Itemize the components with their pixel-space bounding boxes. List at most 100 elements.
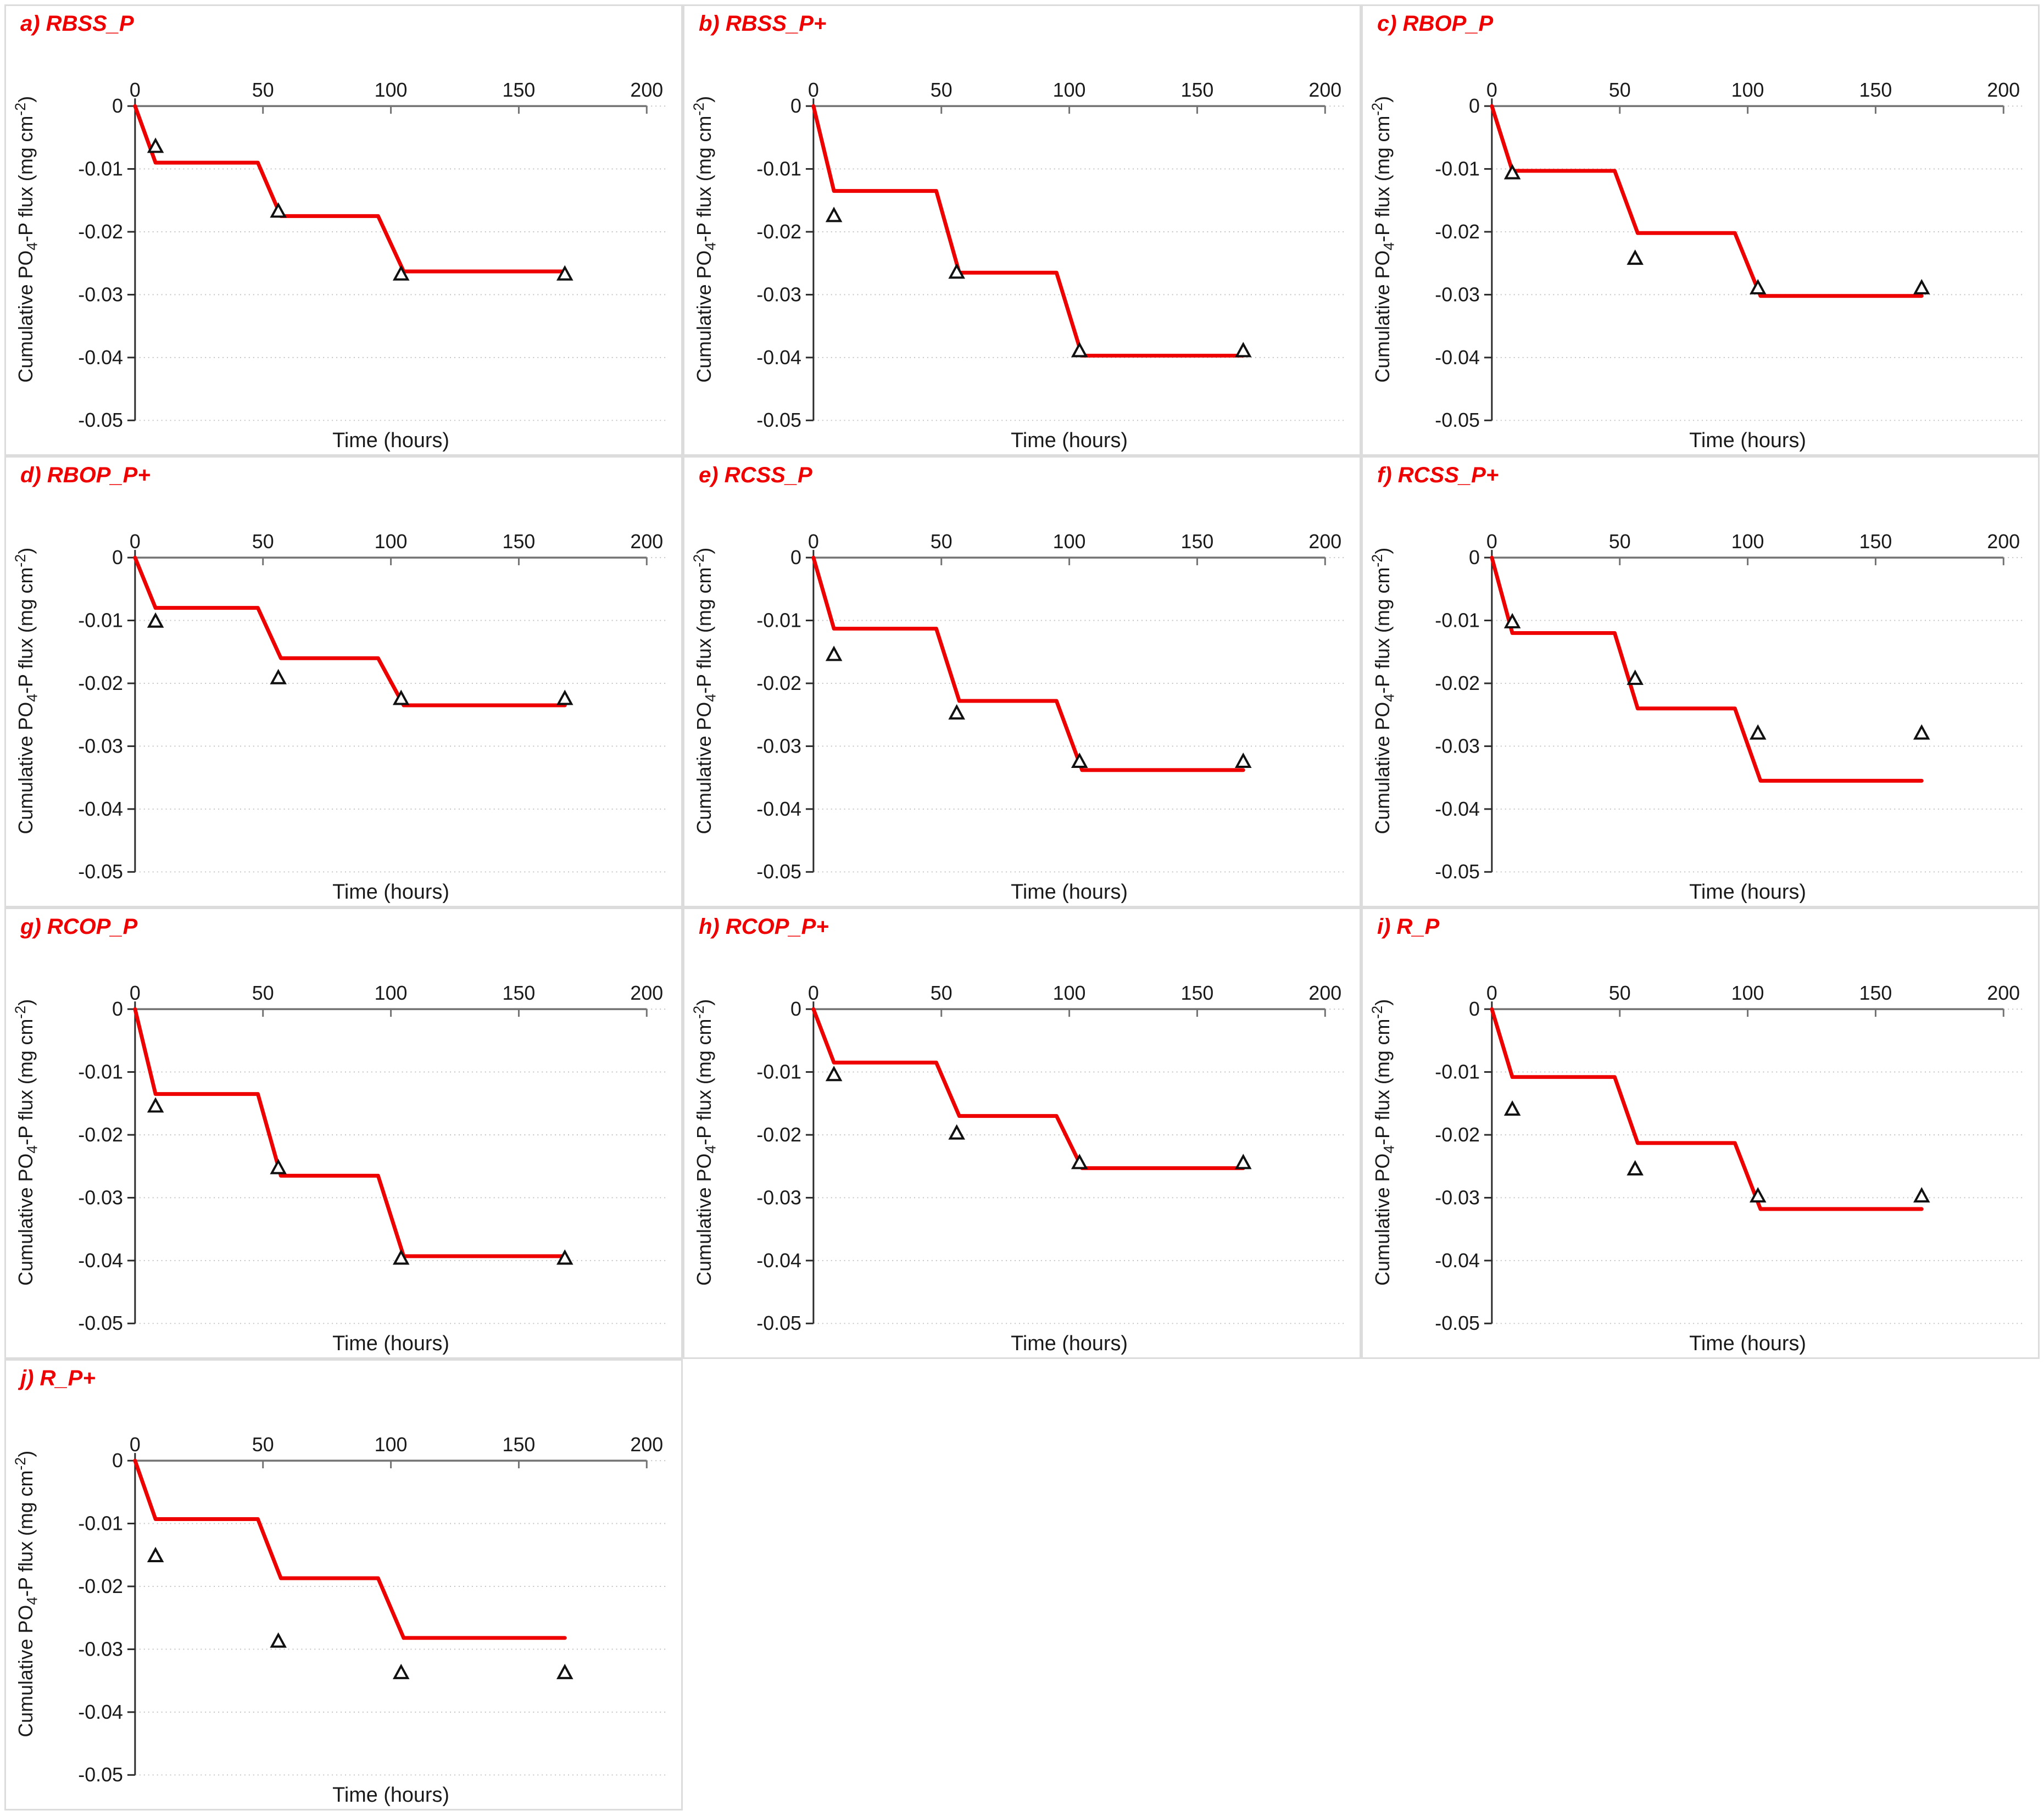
triangle-marker [1234, 342, 1252, 358]
y-axis: 0 -0.01 -0.02 -0.03 -0.04 -0.05 [1435, 95, 1493, 431]
x-tick-label: 0 [1486, 531, 1497, 553]
x-tick-label: 200 [630, 982, 663, 1004]
model-line-a [133, 104, 567, 274]
triangle-marker [1627, 249, 1644, 265]
y-axis-title: Cumulative PO4-P flux (mg cm-2) [12, 1451, 41, 1737]
triangle-marker [556, 265, 573, 281]
triangle-marker [270, 669, 287, 684]
panel-title-j: j) R_P+ [20, 1366, 96, 1390]
y-axis-title: Cumulative PO4-P flux (mg cm-2) [690, 548, 719, 834]
triangle-marker [1071, 1154, 1088, 1169]
chart-panel-f: f) RCSS_P+ 0 50 100 150 200 0 -0.01 -0.02 -0.03 -0… [1361, 456, 2040, 907]
y-tick-label: 0 [1469, 998, 1480, 1020]
x-tick-label: 100 [375, 79, 408, 101]
y-tick-label: 0 [112, 1450, 123, 1472]
x-axis-title: Time (hours) [332, 1784, 449, 1807]
panel-title-e: e) RCSS_P [699, 463, 812, 487]
model-line-h [811, 1007, 1245, 1171]
chart-svg-a: 0 50 100 150 200 0 -0.01 -0.02 -0.03 -0.04 -0.05 Cu… [12, 79, 668, 452]
chart-svg-j: 0 50 100 150 200 0 -0.01 -0.02 -0.03 -0.04 -0.05 Cu… [12, 1434, 668, 1807]
chart-svg-g: 0 50 100 150 200 0 -0.01 -0.02 -0.03 -0.04 -0.05 Cu… [12, 982, 668, 1355]
triangle-marker [1503, 612, 1521, 628]
panel-title-f: f) RCSS_P+ [1377, 463, 1499, 487]
x-tick-label: 50 [252, 982, 274, 1004]
chart-svg-h: 0 50 100 150 200 0 -0.01 -0.02 -0.03 -0.04 -0.05 Cu… [690, 982, 1346, 1355]
y-axis-title: Cumulative PO4-P flux (mg cm-2) [12, 548, 41, 834]
panel-title-g: g) RCOP_P [20, 915, 138, 939]
y-axis-title: Cumulative PO4-P flux (mg cm-2) [1369, 548, 1397, 834]
chart-svg-f: 0 50 100 150 200 0 -0.01 -0.02 -0.03 -0.04 -0.05 Cu… [1369, 531, 2025, 904]
y-axis: 0 -0.01 -0.02 -0.03 -0.04 -0.05 [78, 547, 136, 883]
x-tick-label: 50 [1609, 531, 1631, 553]
y-tick-label: -0.05 [1435, 861, 1480, 883]
x-tick-label: 100 [375, 1434, 408, 1456]
y-tick-label: -0.02 [756, 672, 801, 694]
x-axis: 0 50 100 150 200 [130, 1434, 663, 1469]
y-tick-label: -0.02 [78, 1575, 123, 1597]
y-tick-label: -0.05 [756, 1312, 801, 1334]
triangle-marker [147, 1546, 164, 1563]
y-tick-label: 0 [1469, 547, 1480, 569]
x-tick-label: 200 [1308, 531, 1341, 553]
y-tick-label: -0.01 [756, 158, 801, 180]
chart-svg-e: 0 50 100 150 200 0 -0.01 -0.02 -0.03 -0.04 -0.05 Cu… [690, 531, 1346, 904]
x-axis: 0 50 100 150 200 [808, 79, 1341, 114]
y-tick-label: -0.05 [1435, 1312, 1480, 1334]
triangle-marker [1749, 1187, 1767, 1203]
y-tick-label: 0 [1469, 95, 1480, 117]
triangle-marker [270, 1158, 287, 1174]
model-line-b [811, 104, 1245, 358]
triangle-marker [825, 645, 843, 661]
x-tick-label: 150 [503, 79, 536, 101]
x-tick-label: 0 [808, 982, 819, 1004]
x-tick-label: 50 [252, 79, 274, 101]
observed-markers-f [1503, 612, 1930, 740]
triangle-marker [1234, 1154, 1252, 1169]
x-axis: 0 50 100 150 200 [1486, 79, 2020, 114]
triangle-marker [1749, 278, 1767, 294]
x-tick-label: 200 [630, 531, 663, 553]
y-tick-label: -0.03 [78, 283, 123, 305]
x-tick-label: 200 [630, 1434, 663, 1456]
chart-panel-d: d) RBOP_P+ 0 50 100 150 200 0 -0.01 -0.02 -0.03 -0… [4, 456, 683, 907]
charts-grid: a) RBSS_P 0 50 100 150 200 0 -0.01 -0.02 -0.03 -0.… [4, 4, 2040, 1811]
chart-panel-b: b) RBSS_P+ 0 50 100 150 200 0 -0.01 -0.02 -0.03 -0… [683, 4, 1361, 456]
model-line-i [1490, 1007, 1924, 1211]
observed-markers-c [1503, 164, 1930, 294]
triangle-marker [1749, 724, 1767, 740]
triangle-marker [1627, 1160, 1644, 1176]
y-axis-title: Cumulative PO4-P flux (mg cm-2) [1369, 96, 1397, 383]
observed-markers-h [825, 1066, 1252, 1169]
y-tick-label: -0.05 [78, 409, 123, 431]
y-axis: 0 -0.01 -0.02 -0.03 -0.04 -0.05 [78, 998, 136, 1334]
x-tick-label: 0 [1486, 79, 1497, 101]
gridlines [813, 105, 1346, 421]
x-axis: 0 50 100 150 200 [1486, 982, 2020, 1017]
gridlines [135, 557, 668, 873]
x-tick-label: 100 [1053, 79, 1086, 101]
y-tick-label: -0.04 [1435, 1250, 1480, 1272]
gridlines [1491, 1009, 2025, 1324]
x-tick-label: 200 [1987, 982, 2020, 1004]
triangle-marker [825, 1066, 843, 1082]
x-tick-label: 100 [1731, 531, 1764, 553]
model-line-e [811, 555, 1245, 772]
y-axis-title: Cumulative PO4-P flux (mg cm-2) [12, 96, 41, 383]
y-tick-label: -0.04 [756, 798, 801, 820]
triangle-marker [147, 612, 164, 628]
triangle-marker [556, 689, 573, 705]
x-tick-label: 150 [503, 982, 536, 1004]
triangle-marker [948, 1124, 965, 1140]
y-tick-label: -0.05 [1435, 409, 1480, 431]
y-axis: 0 -0.01 -0.02 -0.03 -0.04 -0.05 [1435, 547, 1493, 883]
x-tick-label: 150 [1859, 982, 1892, 1004]
y-tick-label: -0.01 [1435, 609, 1480, 631]
y-axis-title: Cumulative PO4-P flux (mg cm-2) [1369, 999, 1397, 1286]
x-tick-label: 50 [1609, 982, 1631, 1004]
gridlines [1491, 105, 2025, 421]
x-tick-label: 50 [1609, 79, 1631, 101]
y-axis-title: Cumulative PO4-P flux (mg cm-2) [690, 999, 719, 1286]
x-tick-label: 50 [931, 531, 953, 553]
y-tick-label: -0.01 [78, 1512, 123, 1534]
